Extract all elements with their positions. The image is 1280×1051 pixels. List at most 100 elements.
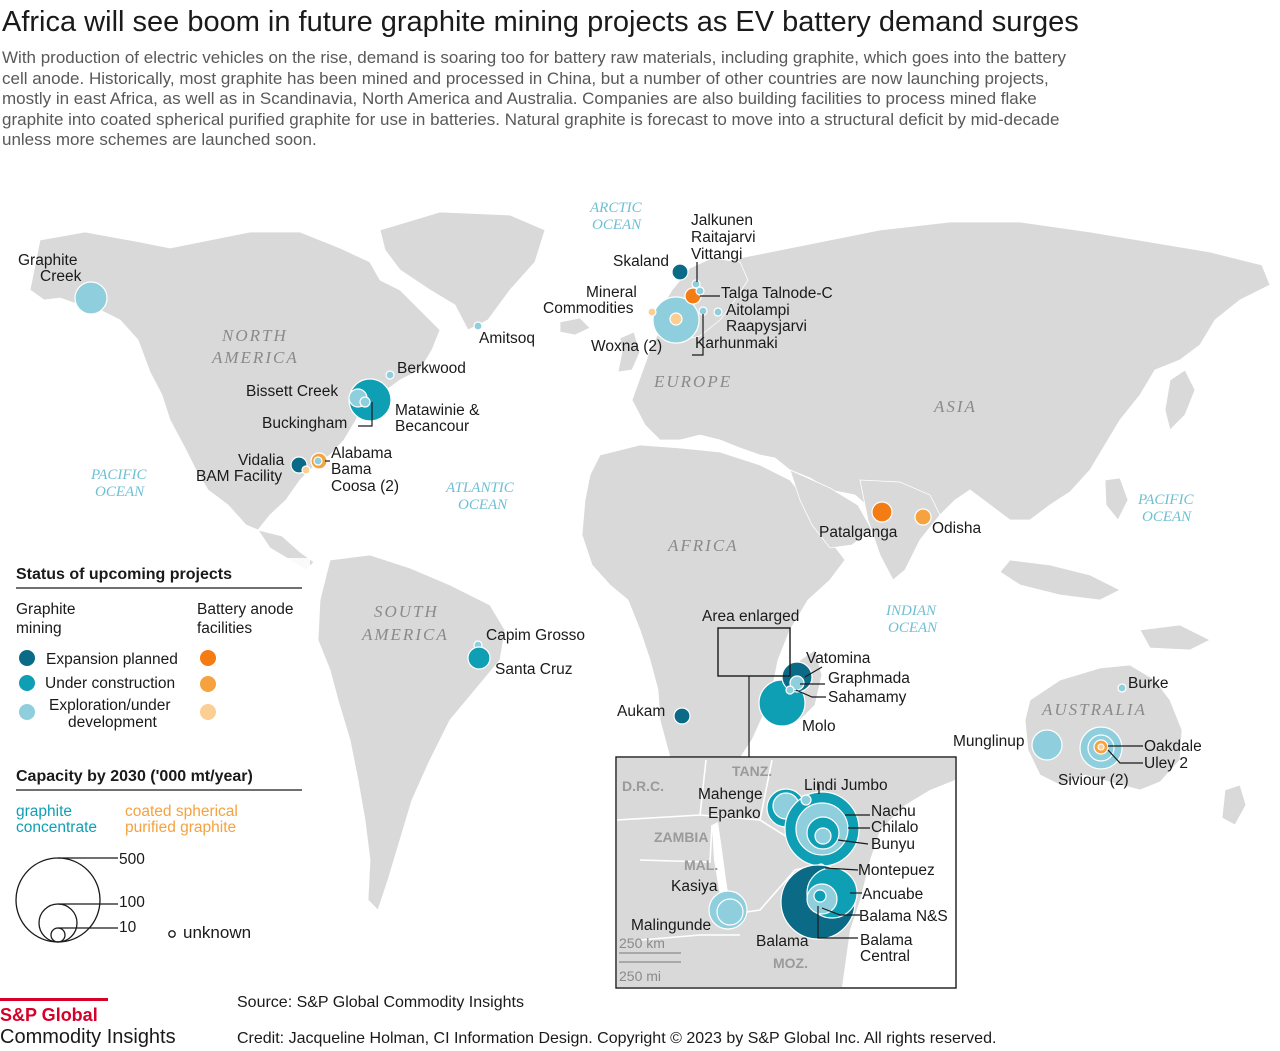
label-karhunmaki: Karhunmaki (695, 335, 778, 352)
label-woxna: Woxna (2) (591, 338, 662, 355)
marker-graphite-creek (74, 281, 108, 315)
footer-source: Source: S&P Global Commodity Insights (237, 994, 524, 1011)
marker-aitolampi (713, 307, 723, 317)
label-sahamamy: Sahamamy (828, 689, 907, 706)
inset-country-moz: MOZ. (773, 955, 808, 971)
inset-country-zambia: ZAMBIA (654, 829, 708, 845)
label-aukam: Aukam (617, 703, 665, 720)
ocean-arctic-1: ARCTIC (589, 200, 643, 216)
inset-scale-mi: 250 mi (619, 968, 661, 984)
page-subtitle: With production of electric vehicles on … (2, 48, 1066, 150)
legend-capacity-title: Capacity by 2030 ('000 mt/year) (16, 768, 253, 785)
ocean-atlantic-1: ATLANTIC (445, 480, 515, 496)
label-mineral-commodities-1: Mineral (586, 284, 637, 301)
label-santa-cruz: Santa Cruz (495, 661, 573, 678)
marker-bama (313, 456, 323, 466)
label-bissett-creek: Bissett Creek (246, 383, 338, 400)
inset-label-malingunde: Malingunde (631, 917, 711, 934)
marker-uley (1097, 743, 1105, 751)
label-uley: Uley 2 (1144, 755, 1188, 772)
marker-mineral-commodities (647, 307, 657, 317)
label-matawinie-1: Matawinie & (395, 402, 480, 419)
inset-country-mal: MAL. (684, 857, 718, 873)
label-vatomina: Vatomina (806, 650, 871, 667)
footer-credit: Credit: Jacqueline Holman, CI Informatio… (237, 1030, 997, 1047)
legend-swatch-anode-construction (200, 676, 216, 692)
land-arabia (789, 469, 873, 549)
legend-swatch-expansion (19, 650, 35, 666)
inset-label-lindi-jumbo: Lindi Jumbo (804, 777, 888, 794)
inset-marker-malingunde (716, 898, 744, 926)
label-graphmada: Graphmada (828, 670, 910, 687)
inset-borders (616, 759, 831, 941)
legend-graphite-concentrate-2: concentrate (16, 819, 97, 836)
label-munglinup: Munglinup (953, 733, 1025, 750)
land-masses (29, 211, 1271, 911)
label-skaland: Skaland (613, 253, 669, 270)
inset-country-drc: D.R.C. (622, 778, 664, 794)
marker-burke (1117, 683, 1127, 693)
label-aitolampi-2: Raapysjarvi (726, 318, 807, 335)
inset-marker-lindi-jumbo (800, 794, 812, 806)
legend-status-construction: Under construction (45, 675, 175, 692)
legend-size-label-100: 100 (119, 894, 145, 911)
region-europe: EUROPE (653, 372, 732, 391)
ocean-indian-2: OCEAN (888, 620, 938, 636)
region-north-america-1: NORTH (221, 326, 288, 345)
label-bam-facility: BAM Facility (196, 468, 282, 485)
region-north-america-2: AMERICA (211, 348, 299, 367)
brand-rule (0, 998, 108, 1001)
area-enlarged-box (717, 627, 791, 677)
label-alabama-2: Bama (331, 461, 372, 478)
inset-label-bunyu: Bunyu (871, 836, 915, 853)
marker-buckingham (359, 396, 371, 408)
marker-santa-cruz (467, 646, 491, 670)
marker-bam (301, 465, 311, 475)
inset-label-balama-central-2: Central (860, 948, 910, 965)
inset-country-tanz: TANZ. (732, 763, 772, 779)
marker-woxna-anode (669, 312, 683, 326)
ocean-pacific-w-2: OCEAN (95, 484, 145, 500)
region-asia: ASIA (933, 397, 977, 416)
label-buckingham: Buckingham (262, 415, 347, 432)
marker-skaland (671, 263, 689, 281)
legend-coated-spherical-1: coated spherical (125, 803, 238, 820)
region-africa: AFRICA (667, 536, 739, 555)
legend-backdrop (10, 558, 310, 948)
label-jalkunen-3: Vittangi (691, 246, 742, 263)
marker-raitajarvi (695, 286, 705, 296)
inset-marker-balama-central (813, 889, 827, 903)
marker-karhunmaki (698, 306, 708, 316)
legend-swatch-construction (19, 675, 35, 691)
land-greenland (379, 211, 546, 331)
inset-label-epanko: Epanko (708, 805, 761, 822)
brand-subtitle: Commodity Insights (0, 1026, 176, 1048)
label-graphite-creek-2: Creek (40, 268, 82, 285)
inset-label-mahenge: Mahenge (698, 786, 763, 803)
label-alabama-3: Coosa (2) (331, 478, 399, 495)
land-iceland (559, 317, 591, 336)
land-uk (617, 331, 641, 373)
legend-status-expansion: Expansion planned (46, 651, 178, 668)
label-alabama-1: Alabama (331, 445, 393, 462)
marker-patalganga (871, 501, 893, 523)
marker-amitsoq (473, 321, 483, 331)
legend-anode-header-2: facilities (197, 620, 252, 637)
legend-mining-header-2: mining (16, 620, 62, 637)
legend-size-label-10: 10 (119, 919, 137, 936)
ocean-atlantic-2: OCEAN (458, 497, 508, 513)
land-new-zealand (1221, 784, 1247, 826)
project-labels: Graphite Creek Amitsoq Berkwood Bissett … (18, 212, 1202, 789)
label-matawinie-2: Becancour (395, 418, 469, 435)
marker-munglinup (1031, 729, 1063, 761)
label-burke: Burke (1128, 675, 1169, 692)
region-labels: NORTH AMERICA EUROPE ASIA AFRICA SOUTH A… (211, 326, 1147, 719)
legend-unknown: unknown (183, 923, 251, 942)
inset-label-balama-ns: Balama N&S (859, 908, 948, 925)
label-capim-grosso: Capim Grosso (486, 627, 585, 644)
land-new-guinea (1139, 624, 1211, 651)
region-australia: AUSTRALIA (1041, 700, 1147, 719)
label-patalganga: Patalganga (819, 524, 898, 541)
label-siviour: Siviour (2) (1058, 772, 1129, 789)
